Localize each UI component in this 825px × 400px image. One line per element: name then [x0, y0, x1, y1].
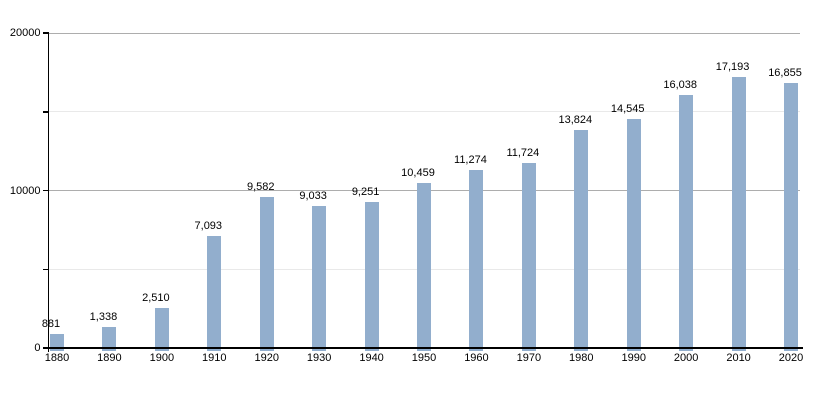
x-axis-label: 1880 [44, 352, 70, 364]
bar-value-label: 16,855 [768, 66, 802, 79]
y-axis-tick [42, 32, 49, 34]
x-axis-label: 1980 [569, 352, 594, 364]
bar-1900 [154, 308, 169, 351]
y-axis-tick [42, 347, 49, 349]
y-axis-tick [42, 111, 49, 113]
y-axis-tick [42, 268, 49, 270]
bar-1920 [259, 197, 274, 351]
y-axis [47, 33, 50, 352]
bar-1970 [521, 163, 536, 351]
x-axis-label: 1890 [97, 352, 122, 364]
bar-value-label: 7,093 [194, 220, 223, 233]
bar-value-label: 2,510 [142, 292, 170, 305]
bar-value-label: 14,545 [610, 102, 645, 115]
x-axis-label: 1920 [254, 352, 279, 364]
x-axis-label: 1910 [202, 352, 227, 364]
x-axis-label: 1930 [306, 352, 332, 364]
bar-1910 [207, 236, 222, 351]
x-axis-label: 1950 [411, 352, 437, 364]
bar-1880 [50, 334, 64, 351]
y-axis-tick [42, 189, 49, 192]
y-axis-label: 20000 [9, 27, 41, 39]
x-axis-label: 1990 [621, 352, 646, 364]
x-axis-label: 1970 [516, 352, 542, 364]
y-axis-label: 0 [34, 342, 41, 354]
bar-value-label: 17,193 [715, 61, 750, 74]
gridline-major [48, 32, 800, 34]
bar-value-label: 13,824 [558, 114, 593, 127]
bar-value-label: 1,338 [89, 310, 118, 323]
bar-value-label: 9,033 [299, 189, 327, 202]
bar-1960 [469, 170, 484, 351]
bar-1950 [417, 183, 431, 351]
bar-1940 [364, 202, 379, 351]
bar-value-label: 10,459 [401, 167, 435, 180]
x-axis-label: 1900 [149, 352, 175, 364]
x-axis-label: 1940 [359, 352, 384, 364]
bar-1980 [574, 130, 589, 351]
x-axis-label: 1960 [464, 352, 489, 364]
bar-value-label: 9,582 [246, 181, 275, 194]
x-axis-label: 2000 [673, 352, 699, 364]
gridline-minor [48, 111, 800, 113]
bar-value-label: 11,724 [506, 147, 540, 160]
bar-value-label: 9,251 [351, 186, 380, 199]
x-axis-label: 2020 [778, 352, 804, 364]
bar-2010 [731, 77, 746, 351]
bar-value-label: 881 [41, 318, 61, 331]
y-axis-label: 10000 [9, 184, 41, 197]
x-axis [48, 347, 803, 349]
bar-2020 [784, 82, 799, 351]
bar-1930 [312, 205, 327, 351]
bar-2000 [679, 95, 694, 351]
bar-value-label: 16,038 [663, 79, 697, 92]
bar-value-label: 11,274 [454, 154, 487, 167]
bar-1890 [102, 326, 117, 351]
x-axis-label: 2010 [726, 352, 751, 364]
bar-1990 [626, 118, 641, 351]
